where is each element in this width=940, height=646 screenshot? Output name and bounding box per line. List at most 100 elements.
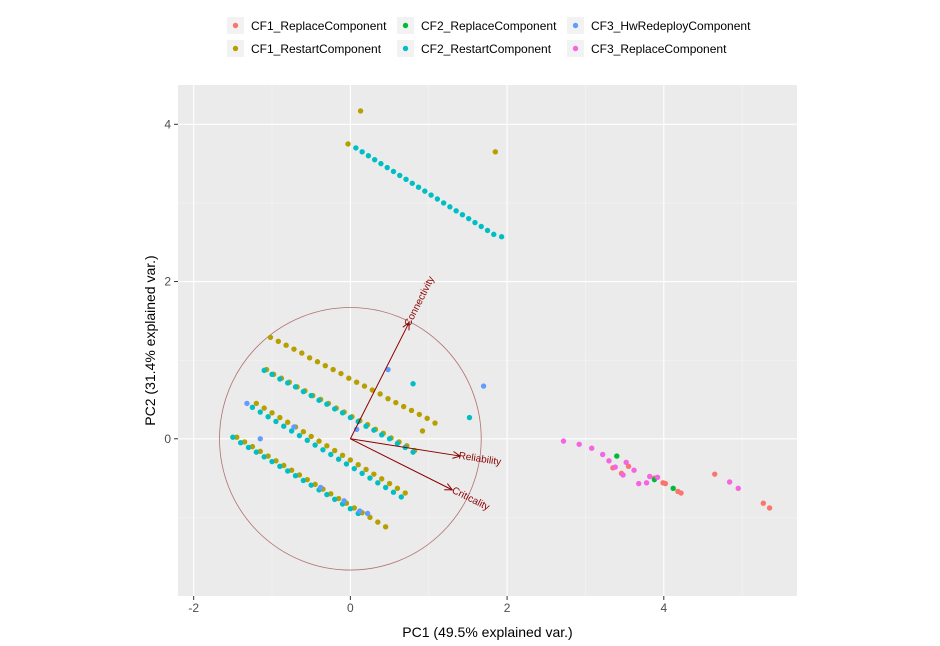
data-point-CF3_ReplaceComponent-0 xyxy=(560,438,567,444)
data-point-CF2_RestartComponent-45 xyxy=(466,414,473,421)
data-point-CF2_RestartComponent-24 xyxy=(261,367,267,374)
data-point-CF1_RestartComponent-11 xyxy=(330,366,336,373)
data-point-CF2_RestartComponent-59 xyxy=(351,465,357,472)
data-point-CF1_RestartComponent-20 xyxy=(400,403,407,410)
major-gridlines xyxy=(178,85,797,596)
data-point-CF2_RestartComponent-18 xyxy=(465,215,472,222)
x-tick-label: 0 xyxy=(347,601,354,615)
data-point-CF2_RestartComponent-65 xyxy=(398,494,405,500)
data-point-CF2_RestartComponent-27 xyxy=(284,380,291,386)
data-point-CF3_ReplaceComponent-11 xyxy=(646,473,653,480)
correlation-circle xyxy=(219,307,482,571)
data-point-CF2_RestartComponent-13 xyxy=(434,196,441,202)
data-point-CF3_ReplaceComponent-8 xyxy=(631,467,637,473)
data-point-CF2_RestartComponent-55 xyxy=(320,447,326,453)
legend-label-CF1_ReplaceComponent: CF1_ReplaceComponent xyxy=(251,19,387,33)
data-point-CF1_RestartComponent-3 xyxy=(267,334,274,341)
data-point-CF1_RestartComponent-12 xyxy=(338,370,344,377)
data-point-CF1_RestartComponent-85 xyxy=(382,524,389,530)
data-point-CF2_RestartComponent-35 xyxy=(347,414,354,421)
x-tick-label: 4 xyxy=(660,601,667,615)
data-point-CF2_RestartComponent-57 xyxy=(335,456,342,462)
axes: -2 0 2 4 0 2 4 xyxy=(164,117,667,615)
y-tick-label: 2 xyxy=(164,275,171,289)
data-point-CF2_RestartComponent-40 xyxy=(386,436,393,442)
data-point-CF2_RestartComponent-66 xyxy=(230,434,236,440)
data-point-CF2_RestartComponent-67 xyxy=(237,440,244,446)
data-point-CF2_RestartComponent-6 xyxy=(390,168,397,175)
data-point-CF1_ReplaceComponent-9 xyxy=(760,500,767,506)
legend-label-CF3_HwRedeployComponent: CF3_HwRedeployComponent xyxy=(591,19,751,33)
data-point-CF3_HwRedeployComponent-2 xyxy=(244,400,250,407)
data-point-CF2_RestartComponent-1 xyxy=(359,149,365,155)
data-point-CF1_RestartComponent-63 xyxy=(386,480,393,487)
data-point-CF1_RestartComponent-15 xyxy=(361,383,368,389)
data-point-CF2_RestartComponent-60 xyxy=(359,470,365,477)
data-point-CF2_RestartComponent-63 xyxy=(382,484,389,491)
data-point-CF2_RestartComponent-11 xyxy=(422,188,428,194)
data-point-CF3_HwRedeployComponent-8 xyxy=(364,510,371,517)
correlation-circle-path xyxy=(219,307,482,571)
data-point-CF1_RestartComponent-14 xyxy=(353,379,360,385)
y-tick-label: 0 xyxy=(164,432,171,446)
data-point-CF2_RestartComponent-62 xyxy=(375,480,381,486)
data-point-CF1_RestartComponent-5 xyxy=(283,342,289,348)
data-point-CF1_ReplaceComponent-8 xyxy=(712,471,718,477)
x-tick-label: 2 xyxy=(504,601,511,615)
data-point-CF2_RestartComponent-23 xyxy=(498,234,505,240)
data-point-CF2_RestartComponent-16 xyxy=(453,208,459,214)
legend-label-CF1_RestartComponent: CF1_RestartComponent xyxy=(251,42,382,56)
data-point-CF1_RestartComponent-54 xyxy=(316,438,322,444)
data-point-CF1_RestartComponent-47 xyxy=(261,405,267,411)
data-point-CF1_RestartComponent-52 xyxy=(300,428,307,435)
data-point-CF1_RestartComponent-66 xyxy=(234,434,240,440)
data-point-CF2_RestartComponent-79 xyxy=(332,496,338,503)
legend-key-CF2_ReplaceComponent xyxy=(402,22,409,29)
x-tick-label: -2 xyxy=(188,601,199,615)
data-point-CF2_RestartComponent-69 xyxy=(253,449,260,455)
data-point-CF3_ReplaceComponent-9 xyxy=(636,480,642,487)
data-point-CF1_RestartComponent-64 xyxy=(394,485,401,491)
data-point-CF2_RestartComponent-56 xyxy=(328,451,334,458)
data-point-CF1_RestartComponent-83 xyxy=(367,514,373,521)
data-point-CF3_HwRedeployComponent-7 xyxy=(357,508,363,514)
data-point-CF3_ReplaceComponent-10 xyxy=(643,480,650,486)
data-point-CF1_RestartComponent-49 xyxy=(277,414,283,421)
legend-key-CF1_RestartComponent xyxy=(232,45,239,52)
data-point-CF2_RestartComponent-48 xyxy=(265,414,271,420)
data-point-CF2_RestartComponent-73 xyxy=(284,468,291,474)
data-point-CF2_RestartComponent-12 xyxy=(428,192,434,198)
data-point-CF3_HwRedeployComponent-0 xyxy=(385,366,391,373)
arrow-reliability xyxy=(350,438,461,457)
data-point-CF3_ReplaceComponent-6 xyxy=(623,459,629,466)
data-point-CF2_RestartComponent-34 xyxy=(339,410,346,416)
data-point-CF2_RestartComponent-81 xyxy=(347,506,354,512)
data-point-CF1_RestartComponent-16 xyxy=(369,387,376,393)
data-point-CF1_RestartComponent-13 xyxy=(346,375,352,381)
data-point-CF2_RestartComponent-3 xyxy=(371,156,378,163)
data-point-CF2_RestartComponent-9 xyxy=(409,180,415,186)
data-point-CF2_RestartComponent-47 xyxy=(257,409,263,415)
data-point-CF2_RestartComponent-17 xyxy=(459,212,466,218)
data-point-CF2_RestartComponent-58 xyxy=(343,461,350,467)
data-point-CF1_RestartComponent-7 xyxy=(299,350,305,356)
data-point-CF1_RestartComponent-1 xyxy=(492,149,499,155)
legend-key-CF3_ReplaceComponent xyxy=(572,45,579,52)
data-point-CF2_RestartComponent-68 xyxy=(245,444,252,451)
data-point-CF1_RestartComponent-58 xyxy=(347,457,354,463)
data-point-CF2_RestartComponent-72 xyxy=(277,463,283,469)
data-point-CF2_RestartComponent-20 xyxy=(478,223,484,230)
data-point-CF2_RestartComponent-15 xyxy=(447,204,453,210)
data-point-CF1_RestartComponent-56 xyxy=(332,447,338,454)
data-point-CF2_RestartComponent-75 xyxy=(300,477,307,484)
data-point-CF1_ReplaceComponent-7 xyxy=(678,490,684,496)
data-point-CF1_RestartComponent-65 xyxy=(402,490,408,496)
data-point-CF1_ReplaceComponent-5 xyxy=(662,480,669,487)
data-point-CF1_RestartComponent-4 xyxy=(275,338,281,344)
data-point-CF1_RestartComponent-2 xyxy=(345,141,351,147)
data-point-CF1_RestartComponent-45 xyxy=(419,428,426,434)
data-point-CF2_RestartComponent-30 xyxy=(308,392,314,399)
plot-panel xyxy=(178,85,797,596)
data-point-CF1_ReplaceComponent-2 xyxy=(625,463,632,469)
data-point-CF2_RestartComponent-43 xyxy=(410,449,416,455)
